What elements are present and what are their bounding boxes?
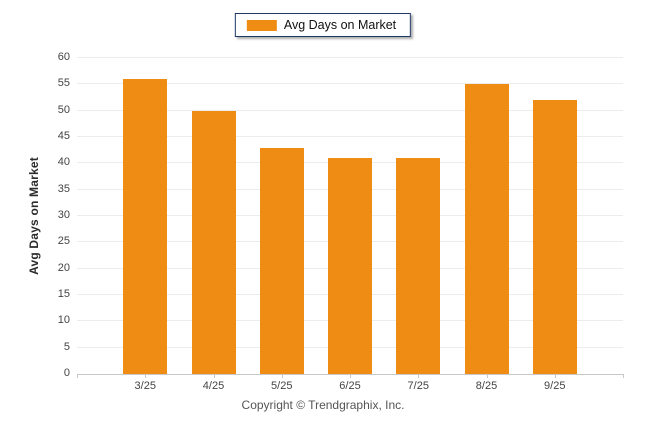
x-tick-label: 9/25 [544,380,566,392]
x-axis-tick-mark [281,374,283,378]
y-tick-label: 15 [57,288,70,300]
x-axis-tick-mark [145,374,147,378]
x-axis-tick-mark [623,374,624,378]
y-tick-label: 10 [57,314,70,327]
gridline [77,109,623,111]
bar-6-25[interactable] [328,158,372,374]
x-axis-tick-mark [418,374,420,378]
legend-swatch-icon [246,19,277,31]
x-tick-label: 3/25 [134,380,156,392]
y-tick-label: 55 [57,77,70,90]
bar-5-25[interactable] [259,147,304,374]
y-tick-label: 35 [57,182,70,195]
x-axis-tick-mark [486,374,488,378]
x-tick-label: 6/25 [339,380,361,392]
x-tick-label: 8/25 [475,380,498,392]
y-tick-label: 30 [57,209,70,221]
x-axis-tick-mark [77,374,78,378]
y-tick-label: 50 [57,103,70,116]
gridline [77,57,623,58]
x-tick-label: 5/25 [271,380,293,392]
y-tick-label: 5 [63,340,70,353]
y-tick-label: 20 [57,261,70,274]
legend-label: Avg Days on Market [283,18,397,32]
plot-area [77,57,623,375]
y-tick-label: 25 [57,235,70,248]
bar-9-25[interactable] [532,100,577,374]
bar-8-25[interactable] [464,84,509,374]
gridline [77,83,623,85]
legend[interactable]: Avg Days on Market [234,13,412,37]
x-tick-label: 7/25 [407,380,429,392]
x-axis-tick-mark [554,374,556,378]
x-axis-tick-mark [350,374,351,378]
bar-7-25[interactable] [396,158,441,374]
gridline [77,136,623,137]
footer-copyright: Copyright © Trendgraphix, Inc. [241,398,405,412]
y-tick-label: 0 [63,367,70,379]
bar-4-25[interactable] [191,110,236,374]
y-tick-label: 60 [57,51,70,63]
x-axis-tick-mark [213,374,215,378]
y-tick-label: 40 [57,156,70,169]
x-tick-label: 4/25 [202,380,225,392]
bar-3-25[interactable] [123,79,168,374]
y-tick-label: 45 [57,130,70,142]
